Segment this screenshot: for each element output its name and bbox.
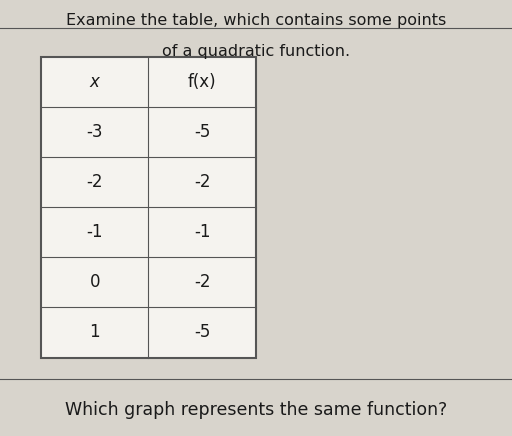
Text: 1: 1 xyxy=(90,324,100,341)
Text: -2: -2 xyxy=(87,173,103,191)
Text: Which graph represents the same function?: Which graph represents the same function… xyxy=(65,401,447,419)
FancyBboxPatch shape xyxy=(41,57,256,358)
Text: -2: -2 xyxy=(194,173,210,191)
Text: Examine the table, which contains some points: Examine the table, which contains some p… xyxy=(66,13,446,28)
Text: of a quadratic function.: of a quadratic function. xyxy=(162,44,350,58)
Text: -2: -2 xyxy=(194,273,210,291)
Text: -5: -5 xyxy=(194,324,210,341)
Text: -3: -3 xyxy=(87,123,103,141)
Text: -5: -5 xyxy=(194,123,210,141)
Text: f(x): f(x) xyxy=(188,73,217,91)
Text: -1: -1 xyxy=(194,223,210,241)
Text: x: x xyxy=(90,73,100,91)
Text: -1: -1 xyxy=(87,223,103,241)
Text: 0: 0 xyxy=(90,273,100,291)
